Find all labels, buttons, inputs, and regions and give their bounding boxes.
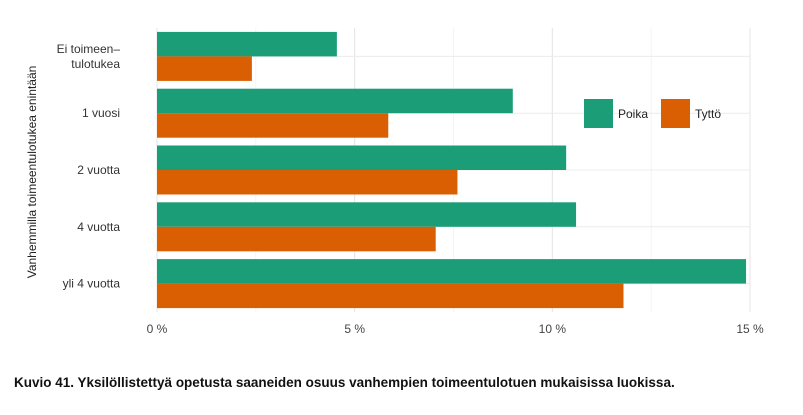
category-label: tulotukea	[71, 57, 120, 71]
bar-poika-1	[157, 88, 513, 114]
bar-tytt--1	[157, 113, 389, 138]
bar-tytt--4	[157, 283, 624, 309]
figure-caption: Kuvio 41. Yksilöllistettyä opetusta saan…	[14, 375, 675, 390]
legend-swatch-tytt-	[661, 99, 690, 128]
bars	[157, 31, 747, 309]
category-label: 1 vuosi	[82, 106, 120, 120]
x-tick-label: 0 %	[147, 322, 168, 336]
bar-tytt--2	[157, 170, 458, 195]
legend-swatch-poika	[584, 99, 613, 128]
legend: Poika Tyttö	[584, 99, 721, 128]
bar-poika-2	[157, 145, 567, 170]
bar-tytt--3	[157, 226, 436, 252]
bar-chart: Ei toimeen–tulotukea 1 vuosi 2 vuotta 4 vuo…	[25, 28, 764, 336]
category-label: 4 vuotta	[77, 220, 120, 234]
category-label: Ei toimeen–	[57, 42, 121, 56]
x-tick-label: 10 %	[539, 322, 567, 336]
x-tick-label: 5 %	[344, 322, 365, 336]
category-label: 2 vuotta	[77, 163, 120, 177]
category-labels: Ei toimeen–tulotukea 1 vuosi 2 vuotta 4 vuo…	[57, 42, 121, 291]
bar-tytt--0	[157, 56, 252, 81]
legend-label: Poika	[618, 107, 648, 121]
x-tick-labels: 0 % 5 % 10 % 15 %	[147, 322, 764, 336]
bar-poika-4	[157, 259, 747, 284]
legend-label: Tyttö	[695, 107, 721, 121]
x-tick-label: 15 %	[736, 322, 764, 336]
bar-poika-0	[157, 31, 337, 57]
bar-poika-3	[157, 202, 577, 227]
category-label: yli 4 vuotta	[63, 277, 121, 291]
y-axis-title: Vanhemmilla toimeentulotukea enintään	[25, 66, 39, 279]
